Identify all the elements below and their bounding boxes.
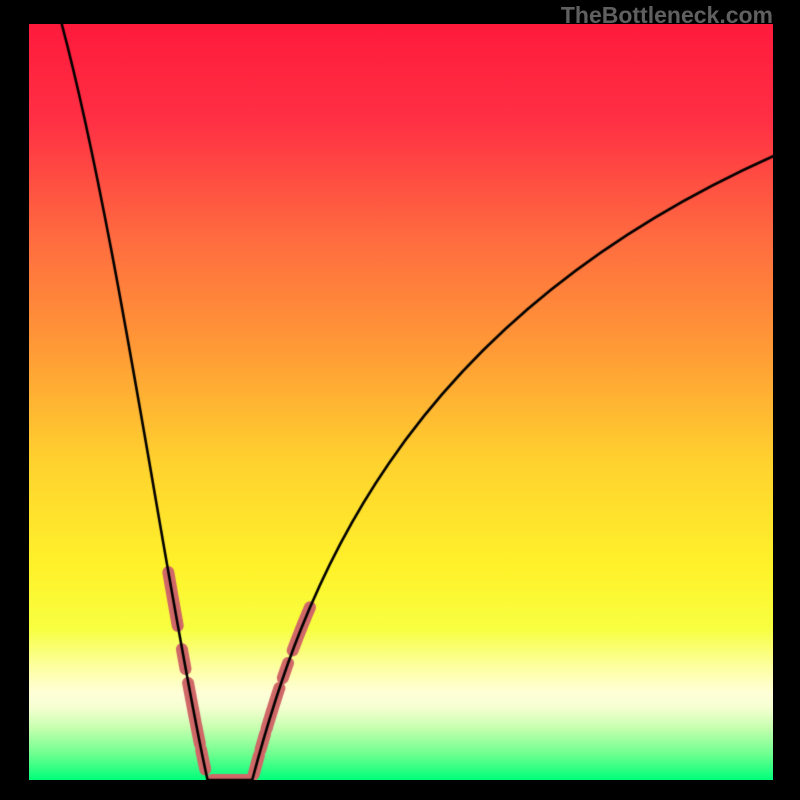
v-curve-canvas [29, 24, 773, 780]
chart-root: TheBottleneck.com [0, 0, 800, 800]
plot-area [29, 24, 773, 780]
watermark-text: TheBottleneck.com [561, 2, 773, 29]
